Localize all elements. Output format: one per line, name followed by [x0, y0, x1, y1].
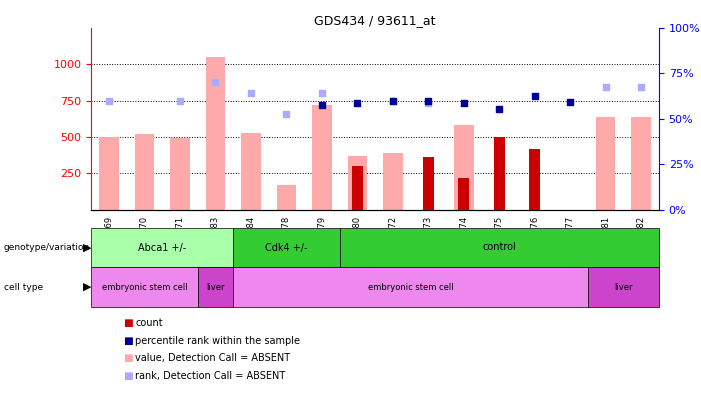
Bar: [454, 126, 473, 210]
Bar: [135, 134, 154, 210]
Text: ▶: ▶: [83, 242, 91, 253]
Point: [316, 102, 327, 108]
Bar: [312, 105, 332, 210]
Point: [423, 97, 434, 104]
Bar: [348, 156, 367, 210]
Point: [529, 93, 540, 99]
Text: ▶: ▶: [83, 282, 91, 292]
Point: [280, 110, 292, 117]
Bar: [588, 267, 659, 307]
Bar: [205, 57, 225, 210]
Text: embryonic stem cell: embryonic stem cell: [102, 283, 187, 291]
Text: cell type: cell type: [4, 283, 43, 291]
Text: rank, Detection Call = ABSENT: rank, Detection Call = ABSENT: [135, 371, 285, 381]
Bar: [198, 267, 233, 307]
Text: Cdk4 +/-: Cdk4 +/-: [265, 242, 308, 253]
Point: [316, 90, 327, 97]
Point: [458, 100, 470, 107]
Bar: [339, 228, 659, 267]
Point: [352, 100, 363, 107]
Text: control: control: [482, 242, 516, 253]
Bar: [529, 148, 540, 210]
Point: [103, 97, 114, 104]
Bar: [99, 137, 118, 210]
Bar: [423, 158, 434, 210]
Bar: [91, 267, 198, 307]
Text: embryonic stem cell: embryonic stem cell: [368, 283, 454, 291]
Text: count: count: [135, 318, 163, 328]
Bar: [233, 228, 339, 267]
Point: [387, 97, 398, 104]
Point: [494, 106, 505, 112]
Point: [564, 99, 576, 105]
Point: [636, 84, 647, 91]
Bar: [383, 153, 402, 210]
Text: Abca1 +/-: Abca1 +/-: [138, 242, 186, 253]
Point: [175, 97, 186, 104]
Text: ■: ■: [123, 318, 132, 328]
Point: [600, 84, 611, 91]
Text: ■: ■: [123, 335, 132, 346]
Point: [210, 78, 221, 85]
Bar: [632, 116, 651, 210]
Bar: [241, 133, 261, 210]
Point: [423, 100, 434, 107]
Bar: [233, 267, 588, 307]
Bar: [170, 139, 189, 210]
Bar: [596, 116, 615, 210]
Bar: [91, 228, 233, 267]
Text: liver: liver: [206, 283, 224, 291]
Text: value, Detection Call = ABSENT: value, Detection Call = ABSENT: [135, 353, 290, 364]
Bar: [458, 178, 469, 210]
Text: liver: liver: [614, 283, 633, 291]
Text: genotype/variation: genotype/variation: [4, 243, 90, 252]
Text: ■: ■: [123, 353, 132, 364]
Text: ■: ■: [123, 371, 132, 381]
Title: GDS434 / 93611_at: GDS434 / 93611_at: [314, 13, 436, 27]
Bar: [352, 166, 362, 210]
Bar: [494, 137, 505, 210]
Point: [387, 97, 398, 104]
Point: [245, 90, 257, 97]
Text: percentile rank within the sample: percentile rank within the sample: [135, 335, 300, 346]
Bar: [277, 185, 296, 210]
